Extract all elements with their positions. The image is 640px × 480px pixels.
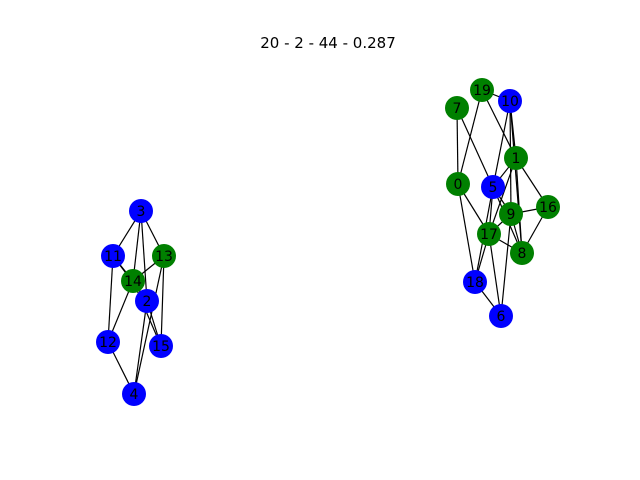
edge-11-12 — [107, 255, 114, 343]
node-label-12: 12 — [99, 335, 117, 351]
node-0: 0 — [446, 172, 470, 196]
node-circle-6 — [489, 304, 513, 328]
graph-title: 20 - 2 - 44 - 0.287 — [260, 34, 396, 52]
node-17: 17 — [477, 222, 501, 246]
node-circle-3 — [129, 199, 153, 223]
node-19: 19 — [470, 78, 494, 102]
node-14: 14 — [121, 269, 145, 293]
node-label-7: 7 — [453, 101, 462, 117]
node-9: 9 — [499, 202, 523, 226]
edge-13-4 — [133, 255, 165, 395]
node-12: 12 — [96, 330, 120, 354]
node-label-6: 6 — [497, 309, 506, 325]
node-16: 16 — [536, 195, 560, 219]
node-label-19: 19 — [473, 83, 491, 99]
edge-1-17 — [488, 157, 517, 235]
node-circle-13 — [152, 244, 176, 268]
node-circle-2 — [135, 289, 159, 313]
edge-3-2 — [140, 210, 148, 302]
node-7: 7 — [445, 96, 469, 120]
edge-7-5 — [456, 107, 494, 188]
node-label-15: 15 — [152, 339, 170, 355]
node-label-14: 14 — [124, 274, 142, 290]
node-label-13: 13 — [155, 249, 173, 265]
node-circle-5 — [481, 175, 505, 199]
node-circle-9 — [499, 202, 523, 226]
node-circle-8 — [510, 241, 534, 265]
node-18: 18 — [463, 270, 487, 294]
node-1: 1 — [504, 146, 528, 170]
node-4: 4 — [122, 382, 146, 406]
node-6: 6 — [489, 304, 513, 328]
node-label-1: 1 — [512, 151, 521, 167]
node-label-9: 9 — [507, 207, 516, 223]
node-2: 2 — [135, 289, 159, 313]
node-5: 5 — [481, 175, 505, 199]
node-circle-15 — [149, 334, 173, 358]
node-circle-16 — [536, 195, 560, 219]
edge-0-18 — [457, 183, 476, 283]
node-label-18: 18 — [466, 275, 484, 291]
node-label-8: 8 — [518, 246, 527, 262]
node-label-10: 10 — [501, 94, 519, 110]
node-11: 11 — [101, 244, 125, 268]
node-circle-11 — [101, 244, 125, 268]
node-label-16: 16 — [539, 200, 557, 216]
node-label-5: 5 — [489, 180, 498, 196]
edge-17-6 — [488, 233, 502, 317]
node-3: 3 — [129, 199, 153, 223]
node-circle-4 — [122, 382, 146, 406]
edge-2-4 — [133, 300, 148, 395]
node-circle-7 — [445, 96, 469, 120]
edge-6-9 — [500, 213, 512, 317]
edge-7-0 — [456, 107, 459, 185]
node-10: 10 — [498, 89, 522, 113]
node-circle-12 — [96, 330, 120, 354]
node-circle-1 — [504, 146, 528, 170]
edge-19-0 — [457, 89, 483, 185]
node-circle-18 — [463, 270, 487, 294]
node-label-4: 4 — [130, 387, 139, 403]
node-label-11: 11 — [104, 249, 122, 265]
node-label-17: 17 — [480, 227, 498, 243]
edge-10-5 — [492, 100, 511, 188]
node-label-3: 3 — [137, 204, 146, 220]
edge-13-15 — [160, 255, 165, 347]
node-8: 8 — [510, 241, 534, 265]
node-circle-14 — [121, 269, 145, 293]
node-label-0: 0 — [454, 177, 463, 193]
node-circle-17 — [477, 222, 501, 246]
node-label-2: 2 — [143, 294, 152, 310]
node-15: 15 — [149, 334, 173, 358]
node-circle-0 — [446, 172, 470, 196]
node-circle-10 — [498, 89, 522, 113]
node-circle-19 — [470, 78, 494, 102]
node-13: 13 — [152, 244, 176, 268]
